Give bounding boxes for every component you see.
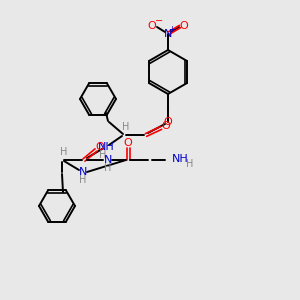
Text: N: N (164, 29, 172, 39)
Text: N: N (79, 167, 87, 177)
Text: H: H (186, 159, 194, 169)
Text: H: H (104, 163, 112, 173)
Text: −: − (155, 16, 163, 26)
Text: O: O (164, 117, 172, 127)
Text: H: H (122, 122, 130, 132)
Text: O: O (162, 121, 170, 131)
Text: H: H (79, 175, 87, 185)
Text: NH: NH (172, 154, 189, 164)
Text: O: O (96, 142, 104, 152)
Text: N: N (104, 155, 112, 165)
Text: H: H (60, 147, 68, 157)
Text: O: O (124, 138, 132, 148)
Text: +: + (169, 26, 176, 34)
Text: H: H (99, 150, 107, 160)
Text: O: O (148, 21, 156, 31)
Text: NH: NH (98, 142, 114, 152)
Text: O: O (180, 21, 188, 31)
